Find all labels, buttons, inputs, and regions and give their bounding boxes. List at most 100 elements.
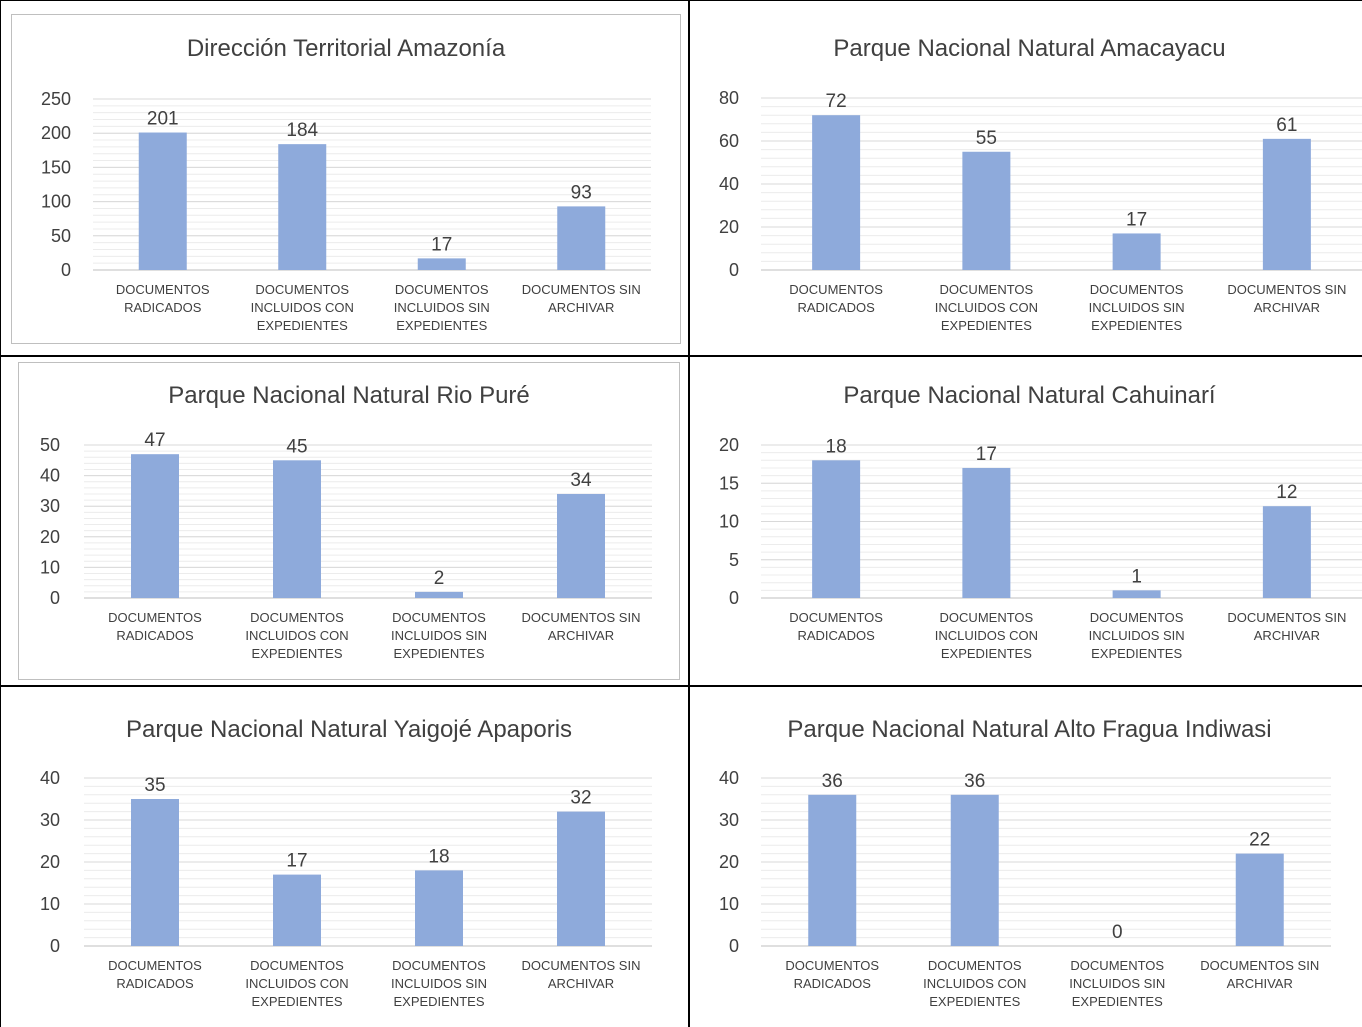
bar [812, 115, 861, 270]
x-category-label: DOCUMENTOS [785, 958, 879, 973]
data-label: 36 [822, 771, 843, 792]
bar [557, 493, 605, 598]
x-category-label: ARCHIVAR [548, 628, 614, 643]
data-label: 17 [286, 851, 307, 872]
y-tick-label: 40 [40, 768, 60, 788]
y-tick-label: 80 [719, 88, 739, 108]
bar-chart: 0 10 20 30 40 50 47 DOCUMENTOS RADICADOS 45 DOCUME… [40, 430, 652, 661]
bar-chart: 0 50 100 150 200 250 201 DOCUMENTOS RADICADOS 184… [41, 89, 651, 333]
y-tick-label: 20 [40, 527, 60, 547]
bar [962, 467, 1011, 598]
chart-panel-direccion-territorial-amazonia: Dirección Territorial Amazonía 0 50 100 150… [11, 14, 681, 344]
x-category-label: DOCUMENTOS [940, 610, 1034, 625]
x-category-label: DOCUMENTOS [250, 610, 344, 625]
chart-panel-amacayacu: Parque Nacional Natural Amacayacu 0 20 40 6… [697, 14, 1362, 344]
bar [812, 460, 861, 598]
x-category-label: EXPEDIENTES [257, 318, 348, 333]
chart-title: Parque Nacional Natural Alto Fragua Indi… [787, 716, 1272, 743]
chart-panel-alto-fragua-indiwasi: Parque Nacional Natural Alto Fragua Indi… [697, 696, 1362, 1027]
x-category-label: DOCUMENTOS [395, 282, 489, 297]
y-tick-label: 0 [729, 588, 739, 608]
x-category-label: DOCUMENTOS SIN [522, 958, 641, 973]
x-category-label: INCLUIDOS CON [935, 300, 1038, 315]
table-border-top [0, 0, 1362, 1]
x-category-label: EXPEDIENTES [1072, 994, 1163, 1009]
x-category-label: EXPEDIENTES [251, 646, 342, 661]
y-tick-label: 30 [719, 810, 739, 830]
x-category-label: RADICADOS [797, 628, 875, 643]
data-label: 0 [1112, 922, 1123, 943]
chart-title: Parque Nacional Natural Amacayacu [833, 35, 1226, 62]
chart-frame [11, 14, 681, 344]
bar [1235, 853, 1284, 946]
bar-chart: 0 10 20 30 40 35 DOCUMENTOS RADICADOS 17 DOCUMENT… [40, 768, 652, 1009]
bar-chart: 0 20 40 60 80 72 DOCUMENTOS RADICADOS 55 DOCUMENT… [719, 88, 1362, 333]
bar-chart: 0 10 20 30 40 36 DOCUMENTOS RADICADOS 36 DOCUMENT… [719, 768, 1331, 1009]
x-category-label: RADICADOS [124, 300, 202, 315]
data-label: 17 [431, 234, 452, 255]
table-border-left [0, 0, 1, 1027]
x-category-label: ARCHIVAR [1227, 976, 1293, 991]
y-tick-label: 60 [719, 131, 739, 151]
y-tick-label: 40 [40, 466, 60, 486]
chart-title: Parque Nacional Natural Cahuinarí [843, 382, 1216, 409]
bar [278, 144, 327, 270]
y-tick-label: 50 [40, 435, 60, 455]
bar [138, 132, 187, 270]
bar [1112, 233, 1161, 270]
x-category-label: RADICADOS [794, 976, 872, 991]
y-tick-label: 40 [719, 768, 739, 788]
x-category-label: DOCUMENTOS [1070, 958, 1164, 973]
x-category-label: INCLUIDOS CON [251, 300, 354, 315]
data-label: 201 [147, 109, 179, 130]
y-tick-label: 10 [719, 894, 739, 914]
chart-title: Parque Nacional Natural Rio Puré [168, 382, 530, 409]
x-category-label: DOCUMENTOS [392, 958, 486, 973]
x-category-label: DOCUMENTOS [1090, 282, 1184, 297]
x-category-label: DOCUMENTOS [1090, 610, 1184, 625]
y-tick-label: 10 [40, 557, 60, 577]
x-category-label: INCLUIDOS CON [935, 628, 1038, 643]
x-category-label: ARCHIVAR [548, 300, 614, 315]
bar [950, 794, 999, 946]
x-category-label: DOCUMENTOS SIN [1227, 282, 1346, 297]
y-tick-label: 0 [50, 588, 60, 608]
x-category-label: DOCUMENTOS [116, 282, 210, 297]
x-category-label: INCLUIDOS SIN [394, 300, 490, 315]
y-tick-label: 30 [40, 810, 60, 830]
x-category-label: EXPEDIENTES [941, 646, 1032, 661]
y-tick-label: 150 [41, 157, 71, 177]
data-label: 55 [976, 128, 997, 149]
x-category-label: DOCUMENTOS [789, 610, 883, 625]
bar [417, 258, 466, 270]
y-tick-label: 20 [719, 435, 739, 455]
chart-panel-cahuinari: Parque Nacional Natural Cahuinarí 0 5 10 15… [697, 362, 1362, 680]
x-category-label: DOCUMENTOS [392, 610, 486, 625]
data-label: 35 [144, 775, 165, 796]
x-category-label: INCLUIDOS CON [245, 628, 348, 643]
y-tick-label: 20 [40, 852, 60, 872]
x-category-label: INCLUIDOS SIN [1089, 300, 1185, 315]
data-label: 47 [144, 430, 165, 451]
x-category-label: ARCHIVAR [1254, 628, 1320, 643]
bar [557, 206, 606, 270]
y-tick-label: 40 [719, 174, 739, 194]
bar [962, 151, 1011, 270]
y-tick-label: 10 [40, 894, 60, 914]
x-category-label: DOCUMENTOS SIN [1200, 958, 1319, 973]
y-tick-label: 100 [41, 192, 71, 212]
chart-title: Parque Nacional Natural Yaigojé Apaporis [125, 716, 573, 743]
y-tick-label: 5 [729, 550, 739, 570]
table-divider-row-1 [0, 355, 1362, 357]
data-label: 32 [570, 788, 591, 809]
bar [808, 794, 857, 946]
data-label: 34 [570, 470, 592, 491]
y-tick-label: 0 [61, 260, 71, 280]
x-category-label: INCLUIDOS SIN [391, 976, 487, 991]
x-category-label: EXPEDIENTES [251, 994, 342, 1009]
data-label: 93 [571, 182, 592, 203]
x-category-label: ARCHIVAR [548, 976, 614, 991]
data-label: 22 [1249, 830, 1270, 851]
data-label: 2 [434, 568, 445, 589]
y-tick-label: 20 [719, 217, 739, 237]
